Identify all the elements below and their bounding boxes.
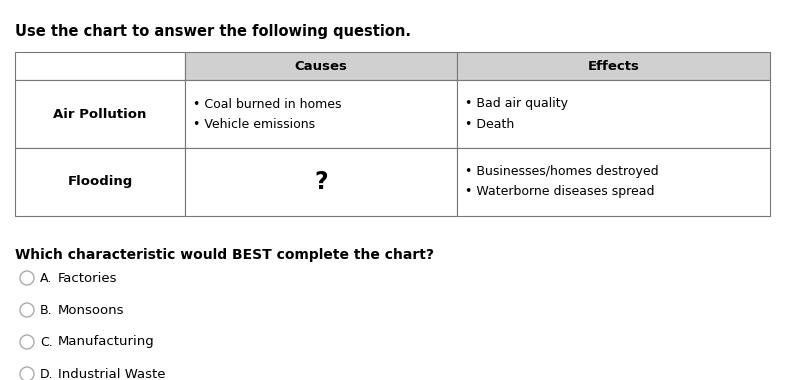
- Text: • Businesses/homes destroyed
• Waterborne diseases spread: • Businesses/homes destroyed • Waterborn…: [465, 166, 658, 198]
- Bar: [457, 52, 770, 80]
- Text: Air Pollution: Air Pollution: [54, 108, 146, 120]
- Text: Effects: Effects: [587, 60, 639, 73]
- Text: C.: C.: [40, 336, 53, 348]
- Text: A.: A.: [40, 271, 52, 285]
- Bar: [457, 80, 770, 148]
- Text: B.: B.: [40, 304, 53, 317]
- Text: Factories: Factories: [58, 271, 118, 285]
- Text: Manufacturing: Manufacturing: [58, 336, 154, 348]
- Text: • Coal burned in homes
• Vehicle emissions: • Coal burned in homes • Vehicle emissio…: [193, 98, 342, 130]
- Text: Which characteristic would BEST complete the chart?: Which characteristic would BEST complete…: [15, 248, 434, 262]
- Text: • Bad air quality
• Death: • Bad air quality • Death: [465, 98, 568, 130]
- Bar: [185, 148, 457, 216]
- Bar: [15, 148, 185, 216]
- Text: Flooding: Flooding: [67, 176, 133, 188]
- Text: Industrial Waste: Industrial Waste: [58, 367, 166, 380]
- Bar: [185, 52, 457, 80]
- Text: Use the chart to answer the following question.: Use the chart to answer the following qu…: [15, 24, 411, 39]
- Text: Monsoons: Monsoons: [58, 304, 125, 317]
- Bar: [185, 80, 457, 148]
- Text: Causes: Causes: [294, 60, 347, 73]
- Bar: [457, 148, 770, 216]
- Bar: [15, 80, 185, 148]
- Bar: [15, 52, 185, 80]
- Text: D.: D.: [40, 367, 54, 380]
- Text: ?: ?: [314, 170, 327, 194]
